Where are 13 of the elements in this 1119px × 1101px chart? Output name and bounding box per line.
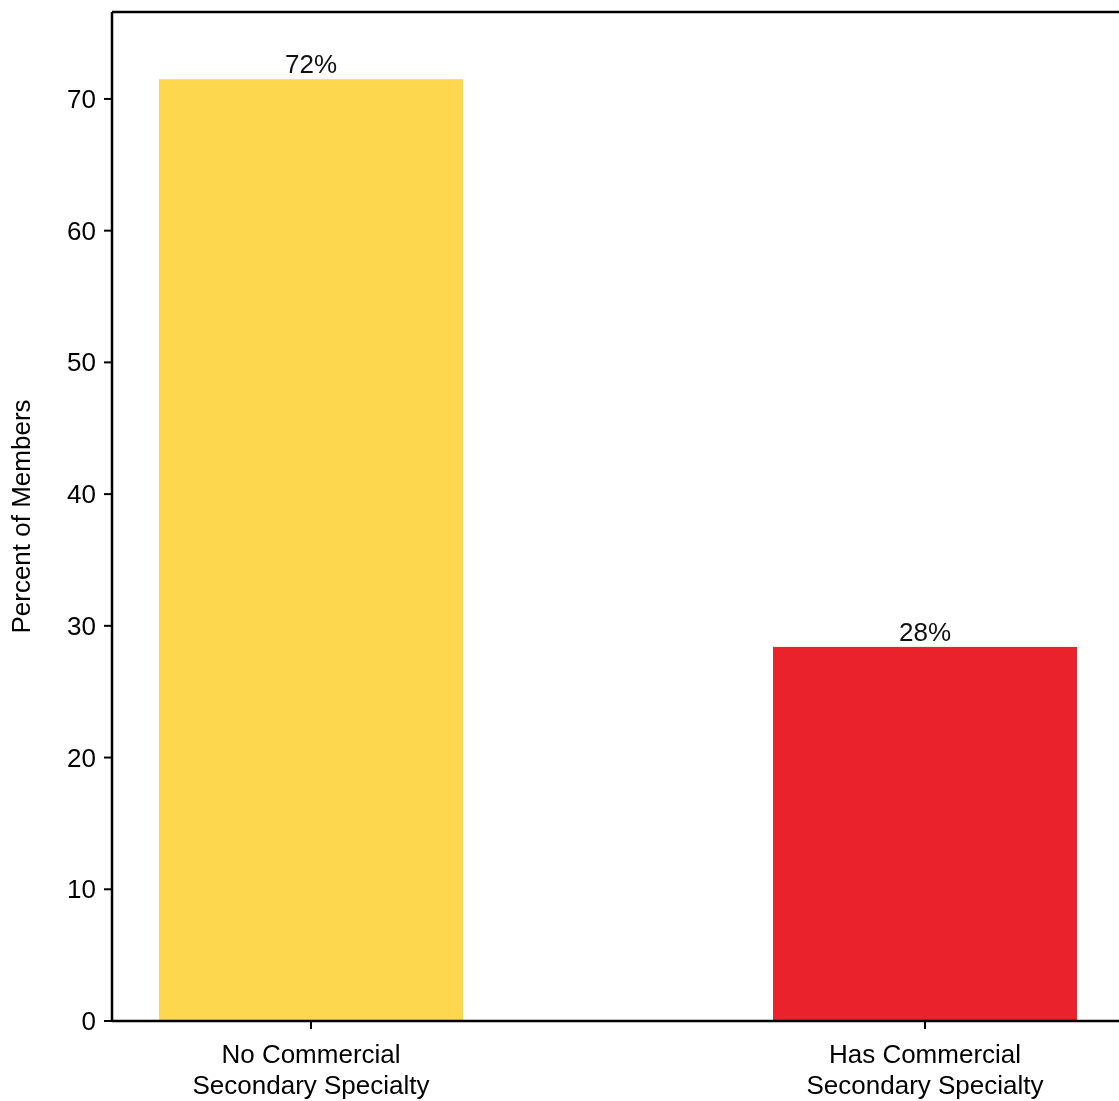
y-tick-label: 0 [81,1006,96,1037]
y-axis-title: Percent of Members [6,399,36,634]
y-tick-label: 40 [67,479,96,510]
y-tick-label: 20 [67,742,96,773]
y-tick-label: 60 [67,215,96,246]
y-tick-label: 10 [67,874,96,905]
y-tick-label: 50 [67,347,96,378]
data-label: 28% [898,616,952,647]
y-tick-label: 30 [67,610,96,641]
x-tick-label: No Commercial Secondary Specialty [192,1039,430,1100]
x-tick-label: Has Commercial Secondary Specialty [806,1039,1044,1100]
data-label: 72% [284,49,338,80]
y-tick-label: 70 [67,84,96,115]
